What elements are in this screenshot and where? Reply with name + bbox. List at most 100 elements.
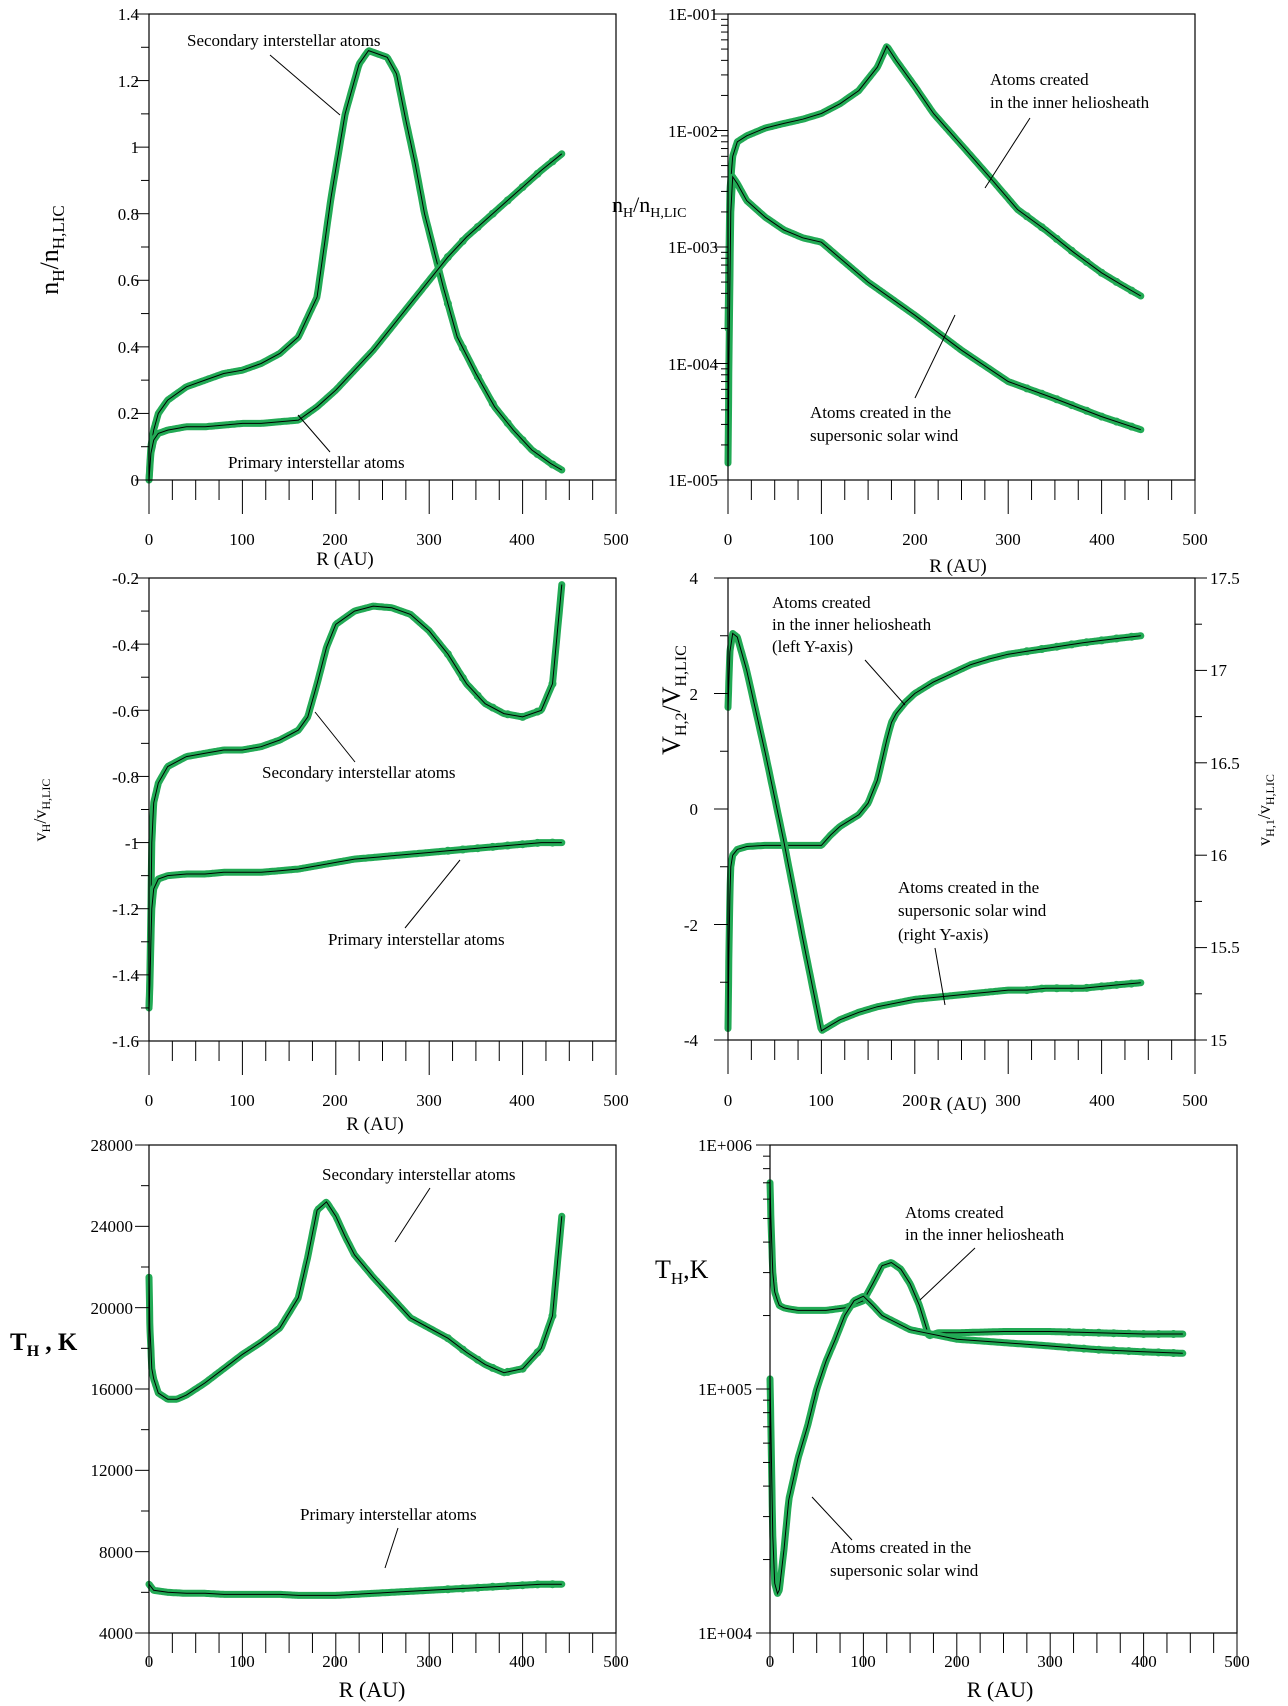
panel-5-marks [145, 1198, 566, 1599]
panel-4-series-2-line [727, 632, 1141, 1032]
panel-1-annotation: Secondary interstellar atoms [187, 31, 381, 50]
panel-4-ticks [714, 577, 1207, 1074]
panel-4-xlabel: R (AU) [929, 1094, 987, 1115]
panel-3-frame [148, 577, 617, 1042]
panel-1-xtick-label: 400 [509, 530, 535, 549]
panel-2-annotation-leader [984, 117, 1031, 189]
panel-4-series-1-line [727, 635, 1141, 1029]
panel-2-ytick-label: 1E-005 [668, 471, 718, 490]
panel-2-annotation: Atoms created [990, 70, 1089, 89]
panel-4-xtick-label: 300 [995, 1091, 1021, 1110]
panel-3-xlabel: R (AU) [346, 1114, 404, 1135]
panel-5-xtick-label: 0 [145, 1652, 154, 1671]
panel-4-ytick-label: -2 [684, 916, 698, 935]
panel-3-xtick-label: 300 [416, 1091, 442, 1110]
panel-4-annotation: in the inner heliosheath [772, 615, 932, 634]
panel-5: 4000 8000 12000 16000 20000 24000 28000 … [10, 1136, 629, 1702]
panel-1-annotation-leader [269, 54, 341, 116]
panel-4-y2tick-label: 17.5 [1210, 569, 1240, 588]
panel-2-ytick-label: 1E-004 [668, 355, 719, 374]
panel-5-xtick-label: 400 [509, 1652, 535, 1671]
panel-3-annotation-leader [404, 859, 461, 929]
panel-5-annotation-leader [394, 1187, 431, 1243]
panel-5-series-1-line [148, 1201, 563, 1400]
panel-6-xtick-label: 400 [1131, 1652, 1157, 1671]
panel-4-series-2-markers [724, 630, 1145, 1034]
panel-3-ytick-label: -0.6 [112, 702, 139, 721]
panel-5-ytick-label: 28000 [91, 1136, 134, 1155]
panel-2-ylabel: nH/nH,LIC [612, 192, 686, 221]
panel-1-annotation: Primary interstellar atoms [228, 453, 405, 472]
panel-4-series-1-markers [724, 632, 1145, 1032]
panel-1-ylabel: nH/nH,LIC [35, 205, 68, 294]
panel-1-marks [145, 47, 566, 484]
panel-4-ylabel: VH,2/VH,LIC [657, 645, 690, 755]
panel-2-ticks [714, 13, 1196, 514]
panel-4-annotation-leader [934, 947, 946, 1006]
panel-4-ytick-label: 4 [690, 569, 699, 588]
panel-3-xtick-label: 0 [145, 1091, 154, 1110]
panel-1-ytick-label: 0.8 [118, 205, 139, 224]
panel-3-ytick-label: -0.8 [112, 768, 139, 787]
panel-2-ytick-label: 1E-001 [668, 5, 718, 24]
panel-1-ytick-label: 1.4 [118, 5, 140, 24]
panel-4: -4 -2 0 2 4 15 15.5 16 16.5 17 17.5 0 10… [657, 569, 1277, 1115]
panel-5-ytick-label: 4000 [99, 1624, 133, 1643]
panel-2-frame [727, 13, 1196, 481]
panel-1-ytick-label: 1 [131, 138, 140, 157]
panel-2-xtick-label: 400 [1089, 530, 1115, 549]
panel-1-series-1-markers [145, 47, 566, 484]
panel-5-series-2-line [148, 1583, 562, 1596]
panel-6-marks [766, 1179, 1187, 1597]
panel-3-series-2-markers [145, 839, 566, 1012]
panel-6-series-2-line [769, 1295, 1183, 1595]
panel-6: 1E+004 1E+005 1E+006 0 100 200 300 400 5… [655, 1136, 1250, 1702]
panel-2-xlabel: R (AU) [929, 556, 987, 577]
panel-6-ylabel: TH,K [655, 1255, 709, 1288]
panel-2-series-2-line [727, 175, 1141, 464]
panel-5-annotation: Primary interstellar atoms [300, 1505, 477, 1524]
panel-1-ytick-label: 1.2 [118, 72, 139, 91]
panel-3-series-2-line [148, 842, 562, 1008]
panel-1-xtick-label: 300 [416, 530, 442, 549]
panel-4-annotation: Atoms created [772, 593, 871, 612]
panel-3-annotation: Primary interstellar atoms [328, 930, 505, 949]
panel-5-ytick-label: 16000 [91, 1380, 134, 1399]
panel-1-ytick-label: 0.6 [118, 271, 139, 290]
panel-6-annotation: Atoms created [905, 1203, 1004, 1222]
panel-5-xtick-label: 100 [229, 1652, 255, 1671]
panel-6-xtick-label: 200 [944, 1652, 970, 1671]
panel-4-annotation: (left Y-axis) [772, 637, 853, 656]
panel-4-y2tick-label: 16 [1210, 846, 1227, 865]
panel-1-frame [148, 13, 617, 481]
panel-2: 1E-005 1E-004 1E-003 1E-002 1E-001 0 100… [612, 5, 1208, 577]
panel-3-xtick-label: 200 [322, 1091, 348, 1110]
panel-6-annotation-leader [811, 1496, 853, 1541]
panel-4-annotation: supersonic solar wind [898, 901, 1047, 920]
panel-2-xtick-label: 200 [902, 530, 928, 549]
panel-6-ticks [756, 1144, 1238, 1667]
panel-3-ytick-label: -1.4 [112, 966, 139, 985]
panel-2-annotation: Atoms created in the [810, 403, 951, 422]
panel-1-ytick-label: 0.4 [118, 338, 140, 357]
panel-5-annotation-leader [384, 1527, 399, 1569]
panel-3-ticks [135, 577, 617, 1075]
panel-6-series-1-line [769, 1182, 1183, 1337]
panel-3-xtick-label: 500 [603, 1091, 629, 1110]
panel-2-ytick-label: 1E-003 [668, 238, 718, 257]
panel-5-ytick-label: 8000 [99, 1543, 133, 1562]
panel-6-xtick-label: 300 [1037, 1652, 1063, 1671]
panel-1-ytick-label: 0 [131, 471, 140, 490]
panel-1-xtick-label: 200 [322, 530, 348, 549]
panel-4-xtick-label: 100 [808, 1091, 834, 1110]
panel-6-ytick-label: 1E+004 [698, 1624, 752, 1643]
panel-3-ytick-label: -1.6 [112, 1032, 139, 1051]
panel-2-xtick-label: 100 [808, 530, 834, 549]
panel-4-ytick-label: 2 [690, 685, 699, 704]
panel-4-xtick-label: 0 [724, 1091, 733, 1110]
panel-5-ylabel: TH , K [10, 1329, 78, 1360]
panel-4-annotation-leader [864, 659, 906, 706]
panel-6-xtick-label: 500 [1224, 1652, 1250, 1671]
panel-5-series-1-markers [145, 1198, 566, 1403]
panel-5-annotation: Secondary interstellar atoms [322, 1165, 516, 1184]
